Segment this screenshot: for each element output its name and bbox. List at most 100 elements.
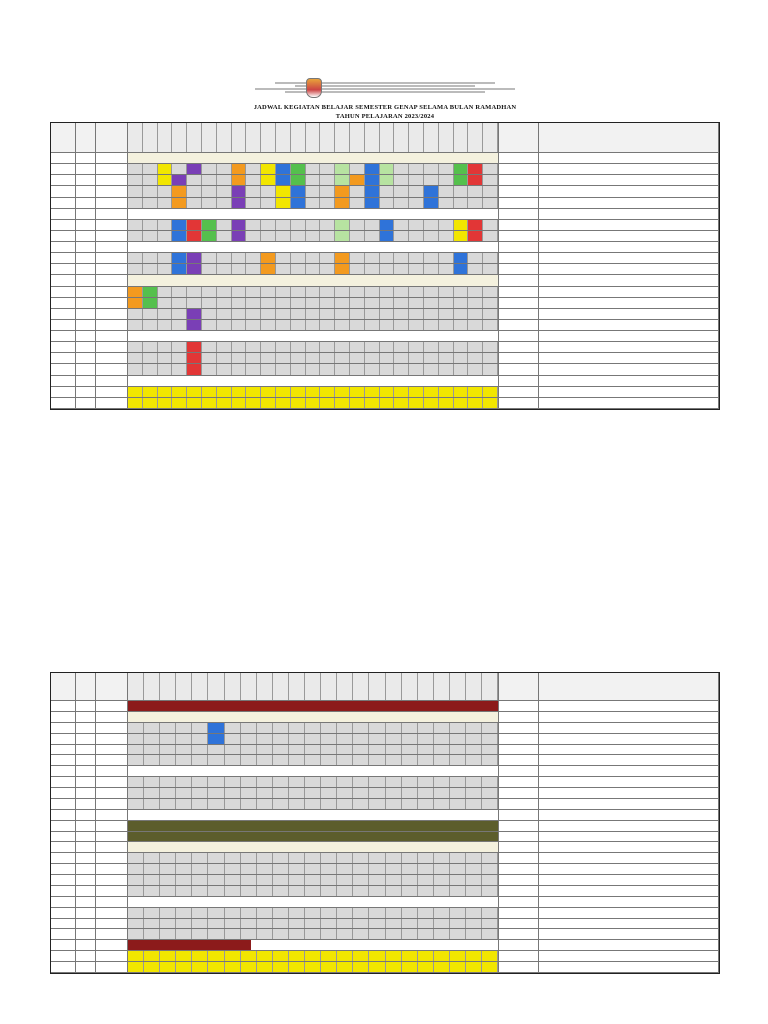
lesson-cell xyxy=(246,397,262,408)
teacher-list-row xyxy=(539,755,719,767)
lesson-cell xyxy=(305,353,321,364)
lesson-cell xyxy=(192,907,209,918)
lesson-cell xyxy=(275,364,291,375)
lesson-cell xyxy=(349,264,365,275)
lesson-cell xyxy=(438,297,454,308)
lesson-cell xyxy=(417,864,434,875)
lesson-cell xyxy=(172,264,188,275)
period-number-cell xyxy=(76,331,96,343)
class-cells xyxy=(128,929,499,941)
lesson-cell xyxy=(157,342,173,353)
lesson-cell xyxy=(468,364,484,375)
lesson-cell xyxy=(337,951,354,962)
class-cells xyxy=(128,766,499,778)
lesson-cell xyxy=(128,164,143,175)
table-row xyxy=(51,386,719,398)
lesson-cell xyxy=(231,264,247,275)
lesson-cell xyxy=(172,175,188,186)
lesson-cell xyxy=(335,253,350,264)
lesson-cell xyxy=(290,297,306,308)
lesson-cell xyxy=(261,397,276,408)
lesson-cell xyxy=(256,907,273,918)
lesson-cell xyxy=(172,197,188,208)
lesson-cell xyxy=(438,219,454,230)
class-column-header xyxy=(240,673,257,700)
lesson-cell xyxy=(246,353,262,364)
period-number-cell xyxy=(76,788,96,799)
lesson-cell xyxy=(321,733,338,744)
lesson-cell xyxy=(144,788,161,798)
lesson-cell xyxy=(417,907,434,918)
lesson-cell xyxy=(231,286,247,297)
lesson-cell xyxy=(468,197,484,208)
day-cell xyxy=(51,755,76,767)
lesson-cell xyxy=(187,308,202,319)
class-cells xyxy=(128,701,499,712)
class-cells xyxy=(128,175,499,187)
lesson-cell xyxy=(290,286,306,297)
lesson-cell xyxy=(246,319,262,331)
lesson-cell xyxy=(379,186,395,197)
lesson-cell xyxy=(224,951,241,962)
period-number-cell xyxy=(76,929,96,941)
teacher-list-row xyxy=(539,297,719,309)
lesson-cell xyxy=(160,875,177,885)
class-cells xyxy=(128,353,499,365)
lesson-cell xyxy=(379,175,395,186)
side-cell xyxy=(499,722,539,734)
lesson-cell xyxy=(349,386,365,397)
class-cells xyxy=(128,788,499,799)
lesson-cell xyxy=(453,397,469,408)
teacher-list-row xyxy=(539,820,719,832)
lesson-cell xyxy=(321,864,338,875)
lesson-cell xyxy=(369,929,386,940)
lesson-cell xyxy=(369,864,386,875)
lesson-cell xyxy=(379,308,395,319)
lesson-cell xyxy=(364,319,380,331)
lesson-cell xyxy=(369,907,386,918)
time-cell xyxy=(96,219,128,231)
class-column-header xyxy=(337,673,354,700)
day-cell xyxy=(51,297,76,309)
lesson-cell xyxy=(142,353,158,364)
teacher-list-row xyxy=(539,962,719,973)
side-cell xyxy=(499,153,539,165)
lesson-cell xyxy=(385,798,402,809)
table-row xyxy=(51,864,719,876)
period-number-cell xyxy=(76,164,96,176)
lesson-cell xyxy=(320,175,336,186)
lesson-cell xyxy=(305,397,321,408)
lesson-cell xyxy=(353,864,370,875)
lesson-cell xyxy=(364,386,380,397)
day-cell xyxy=(51,219,76,231)
day-cell xyxy=(51,798,76,810)
class-column-header xyxy=(128,673,145,700)
lesson-cell xyxy=(187,386,202,397)
lesson-cell xyxy=(256,788,273,798)
lesson-cell xyxy=(160,907,177,918)
lesson-cell xyxy=(320,319,336,331)
lesson-cell xyxy=(231,253,247,264)
lesson-cell xyxy=(305,186,321,197)
lesson-cell xyxy=(187,186,202,197)
lesson-cell xyxy=(409,308,424,319)
lesson-cell xyxy=(256,885,273,896)
lesson-cell xyxy=(385,722,402,733)
lesson-cell xyxy=(290,386,306,397)
lesson-cell xyxy=(231,342,247,353)
lesson-cell xyxy=(449,798,466,809)
teacher-list-row xyxy=(539,864,719,876)
lesson-cell xyxy=(482,962,499,972)
day-cell xyxy=(51,353,76,365)
lesson-cell xyxy=(353,929,370,940)
teacher-list-row xyxy=(539,153,719,165)
lesson-cell xyxy=(172,164,188,175)
lesson-cell xyxy=(438,175,454,186)
time-cell xyxy=(96,755,128,767)
day-cell xyxy=(51,733,76,745)
class-cells xyxy=(128,342,499,354)
period-number-cell xyxy=(76,777,96,789)
lesson-cell xyxy=(305,722,322,733)
lesson-cell xyxy=(379,164,395,175)
day-cell xyxy=(51,253,76,265)
